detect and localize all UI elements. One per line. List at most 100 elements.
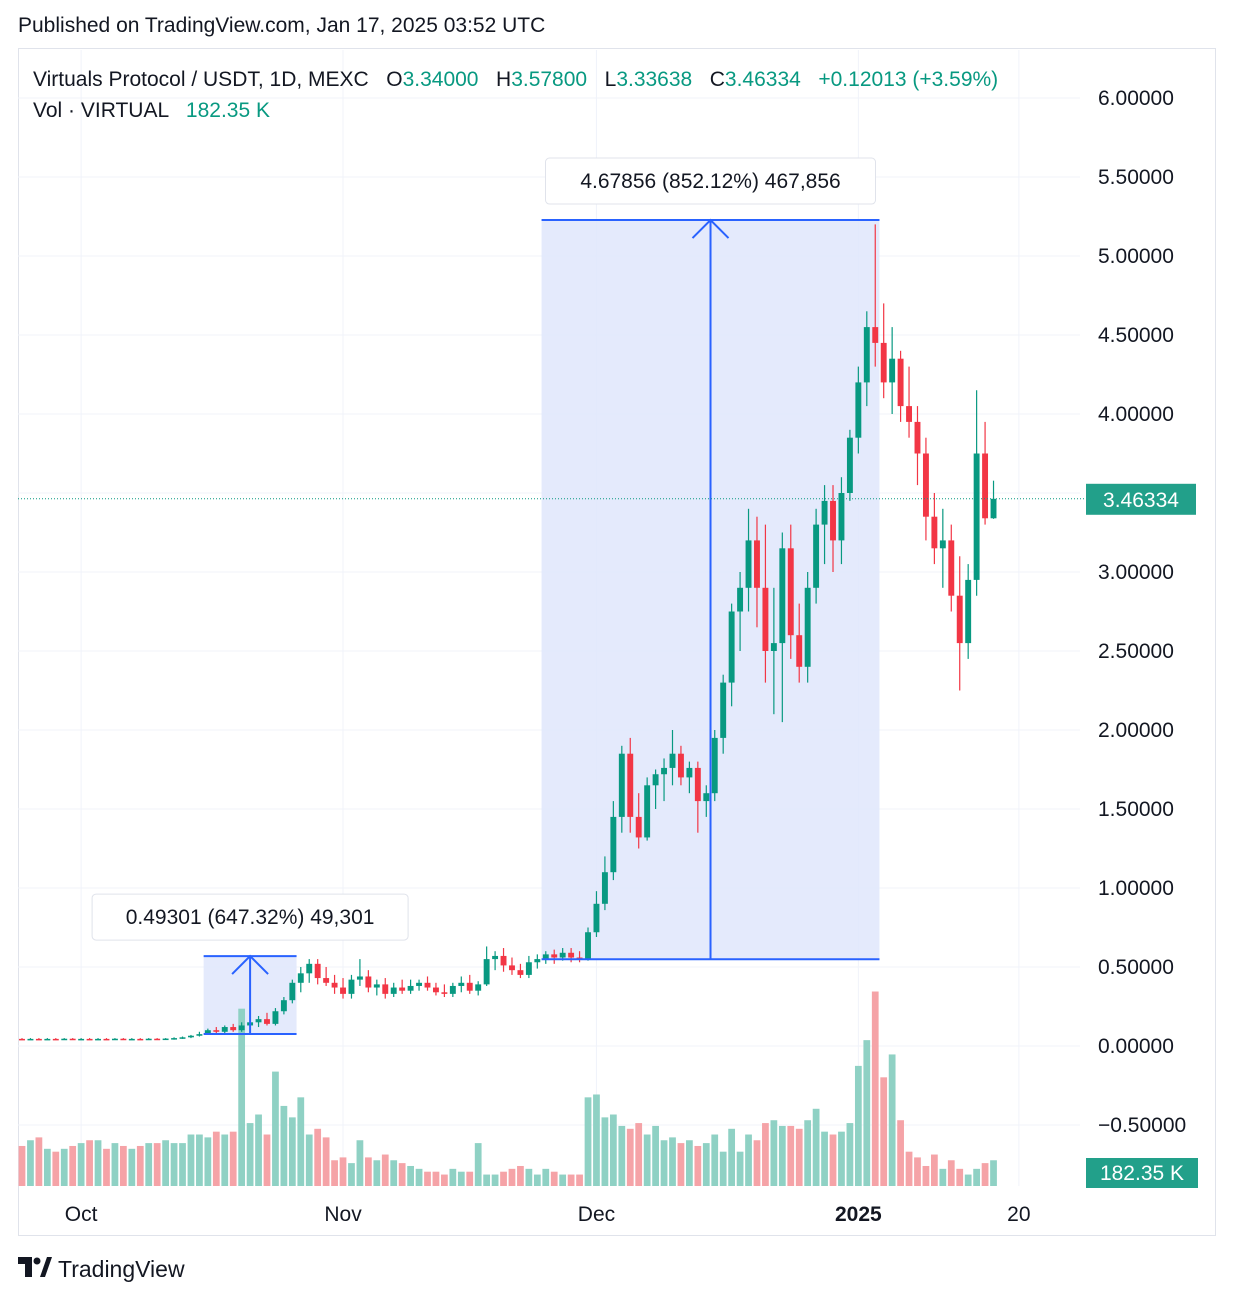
volume-bar (288, 1117, 296, 1186)
legend-symbol[interactable]: Virtuals Protocol / USDT, 1D, MEXC (33, 68, 369, 91)
candle-body (754, 540, 760, 588)
candle-body (559, 952, 566, 958)
volume-bar (364, 1157, 372, 1186)
volume-bar (187, 1134, 195, 1186)
volume-bar (204, 1137, 212, 1186)
candle-body (111, 1038, 118, 1041)
volume-bar (246, 1123, 254, 1186)
volume-bar (905, 1151, 913, 1186)
volume-bar (305, 1134, 313, 1186)
y-tick-label: 2.50000 (1098, 640, 1174, 663)
measure-label-box (545, 157, 877, 205)
volume-bar (643, 1134, 651, 1186)
chart-legend[interactable]: Virtuals Protocol / USDT, 1D, MEXC O3.34… (33, 64, 998, 126)
legend-high-value: 3.57800 (511, 68, 588, 91)
legend-low-label: L (604, 68, 617, 91)
volume-bar (677, 1143, 685, 1186)
volume-bar (897, 1120, 904, 1186)
volume-bar (483, 1174, 491, 1186)
y-tick-label: 1.50000 (1098, 798, 1174, 821)
candle-body (280, 1000, 287, 1012)
chart-frame[interactable] (18, 48, 1216, 1236)
measurement-lines[interactable]: 0.49301 (647.32%) 49,301 4.67856 (852.12%… (91, 157, 880, 1035)
candle-body (103, 1038, 110, 1041)
measure-label-box (91, 893, 409, 941)
candle-body (770, 643, 777, 651)
volume-bar (652, 1125, 659, 1186)
volume-bar (280, 1105, 288, 1186)
candle-body (458, 982, 465, 986)
volume-bar (593, 1094, 600, 1186)
volume-bar (871, 991, 879, 1186)
volume-bar (753, 1140, 761, 1186)
volume-bar (449, 1168, 457, 1186)
volume-bar (94, 1140, 102, 1186)
y-tick-label: −0.50000 (1098, 1114, 1186, 1137)
volume-bar (153, 1143, 161, 1186)
candle-body (821, 500, 828, 525)
candle-body (61, 1038, 68, 1041)
price-axis[interactable]: 6.000005.500005.000004.500004.000003.500… (1098, 87, 1186, 1137)
volume-bar (339, 1157, 347, 1186)
tradingview-footer[interactable]: TradingView (18, 1255, 185, 1283)
candle-body (728, 611, 735, 683)
volume-bar (922, 1165, 930, 1186)
volume-bar (398, 1163, 406, 1186)
volume-bar (559, 1174, 567, 1186)
volume-bar (694, 1145, 702, 1186)
candlestick-chart[interactable]: 0.49301 (647.32%) 49,301 4.67856 (852.12%… (0, 0, 1235, 1240)
last-volume-tag (1086, 1158, 1198, 1188)
y-tick-label: 6.00000 (1098, 87, 1174, 110)
time-axis[interactable]: Oct Nov Dec 2025 20 (65, 1203, 1031, 1226)
candle-body (35, 1038, 42, 1041)
candle-body (154, 1038, 161, 1041)
x-tick-label: 2025 (835, 1203, 882, 1226)
candle-body (509, 965, 515, 971)
candle-body (399, 987, 406, 991)
volume-bar (415, 1168, 423, 1186)
candle-body (703, 793, 710, 802)
y-tick-label: 0.50000 (1098, 956, 1174, 979)
candle-body (466, 982, 473, 991)
volume-bar (567, 1174, 575, 1186)
candle-body (711, 737, 718, 794)
volume-bar (128, 1148, 136, 1186)
volume-bar (136, 1145, 144, 1186)
volume-bar (60, 1148, 68, 1186)
volume-bar (829, 1134, 837, 1186)
candle-body (585, 932, 591, 960)
candle-body (720, 682, 727, 738)
volume-bar (119, 1145, 127, 1186)
candle-body (880, 342, 887, 383)
volume-bar (111, 1143, 119, 1186)
volume-bar (170, 1143, 178, 1186)
candle-body (52, 1038, 59, 1041)
candle-body (196, 1034, 203, 1036)
candle-body (188, 1035, 194, 1038)
legend-volume-label[interactable]: Vol · VIRTUAL (33, 99, 169, 122)
volume-bar (990, 1160, 997, 1186)
candle-body (939, 540, 946, 549)
candle-body (120, 1038, 127, 1041)
candle-body (272, 1011, 279, 1024)
candle-body (990, 498, 997, 519)
volume-bar (272, 1071, 279, 1186)
candle-body (407, 985, 414, 991)
volume-bar (263, 1134, 271, 1186)
candle-body (289, 982, 296, 1001)
candle-body (745, 540, 752, 588)
volume-bar (229, 1131, 237, 1186)
candle-body (922, 453, 929, 517)
candle-body (432, 987, 439, 993)
y-tick-label: 4.00000 (1098, 403, 1174, 426)
candle-body (872, 327, 879, 343)
candle-body (230, 1027, 237, 1031)
volume-bar (390, 1160, 398, 1186)
candle-body (906, 406, 912, 422)
volume-bar (669, 1137, 676, 1186)
volume-bar (719, 1151, 727, 1186)
volume-bar (804, 1120, 812, 1186)
candle-body (382, 984, 389, 994)
candle-body (128, 1038, 135, 1041)
volume-bar (686, 1140, 693, 1186)
